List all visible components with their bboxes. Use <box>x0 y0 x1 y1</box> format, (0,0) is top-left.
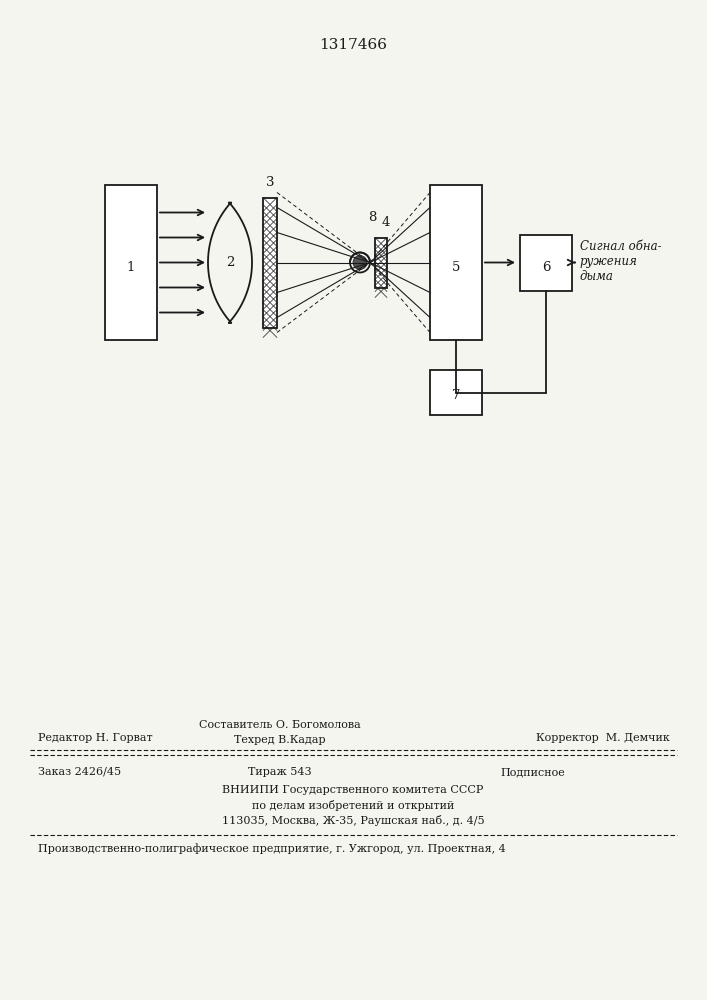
Text: Составитель О. Богомолова: Составитель О. Богомолова <box>199 720 361 730</box>
Text: Заказ 2426/45: Заказ 2426/45 <box>38 767 121 777</box>
Text: 3: 3 <box>266 176 274 189</box>
Text: Редактор Н. Горват: Редактор Н. Горват <box>38 733 153 743</box>
Text: Подписное: Подписное <box>500 767 565 777</box>
Text: Производственно-полиграфическое предприятие, г. Ужгород, ул. Проектная, 4: Производственно-полиграфическое предприя… <box>38 843 506 854</box>
Text: 113035, Москва, Ж-35, Раушская наб., д. 4/5: 113035, Москва, Ж-35, Раушская наб., д. … <box>222 815 484 826</box>
Text: 4: 4 <box>382 216 390 229</box>
Text: Тираж 543: Тираж 543 <box>248 767 312 777</box>
Text: 5: 5 <box>452 261 460 274</box>
Text: Сигнал обна-
ружения
дыма: Сигнал обна- ружения дыма <box>580 239 662 282</box>
Text: Корректор  М. Демчик: Корректор М. Демчик <box>536 733 670 743</box>
Bar <box>520 234 572 290</box>
Text: Техред В.Кадар: Техред В.Кадар <box>234 735 326 745</box>
Text: 1: 1 <box>127 261 135 274</box>
Text: 8: 8 <box>368 211 376 224</box>
Bar <box>263 198 277 328</box>
Bar <box>430 370 482 415</box>
Text: 1317466: 1317466 <box>319 38 387 52</box>
Bar <box>430 185 482 340</box>
Text: 7: 7 <box>452 389 460 402</box>
Text: 6: 6 <box>542 261 550 274</box>
Bar <box>375 237 387 288</box>
Text: по делам изобретений и открытий: по делам изобретений и открытий <box>252 800 454 811</box>
Text: 2: 2 <box>226 256 234 269</box>
Text: ВНИИПИ Государственного комитета СССР: ВНИИПИ Государственного комитета СССР <box>222 785 484 795</box>
Circle shape <box>353 255 367 269</box>
Bar <box>105 185 157 340</box>
